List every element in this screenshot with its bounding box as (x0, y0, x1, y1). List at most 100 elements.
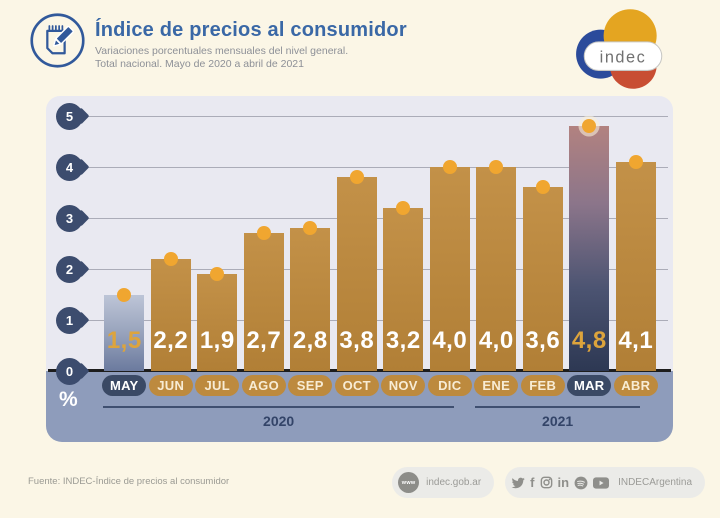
bar-dic (429, 160, 470, 371)
bar-value-mar: 4,8 (571, 327, 607, 354)
bar-value-abr: 4,1 (618, 327, 654, 354)
bar-column-sep: 2,8 (287, 96, 334, 371)
month-label-ago: AGO (241, 375, 286, 396)
bar-column-jun: 2,2 (148, 96, 195, 371)
year-line-2021 (475, 406, 640, 408)
bar-column-jul: 1,9 (194, 96, 241, 371)
bar-nov (383, 200, 424, 371)
bar-column-oct: 3,8 (334, 96, 381, 371)
bar-value-feb: 3,6 (525, 327, 561, 354)
bar-column-may: 1,5 (101, 96, 148, 371)
data-point-oct (349, 170, 364, 185)
month-label-may: MAY (102, 375, 147, 396)
data-point-jun (163, 251, 178, 266)
instagram-icon[interactable] (540, 476, 553, 489)
y-tick-2: 2 (56, 255, 83, 283)
notepad-pencil-icon (29, 12, 86, 69)
data-point-may (117, 287, 132, 302)
bar-ene (476, 160, 517, 371)
www-icon: www (398, 472, 420, 493)
data-point-feb (535, 180, 550, 195)
y-tick-1: 1 (56, 306, 83, 334)
bars-container: 1,5 2,2 1,9 2,7 2,8 3,8 3,2 4,0 4,0 3,6 4,8 4,1 (101, 96, 659, 371)
subtitle-line-1: Variaciones porcentuales mensuales del n… (95, 45, 349, 57)
bar-value-nov: 3,2 (385, 327, 421, 354)
month-labels-row: MAY JUN JUL AGO SEP OCT NOV DIC ENE FEB MAR ABR (101, 375, 659, 396)
year-groups: 2020 2021 (101, 402, 659, 440)
month-label-sep: SEP (288, 375, 333, 396)
bar-ago (243, 226, 284, 371)
bar-mar (569, 119, 610, 371)
bar-value-jul: 1,9 (199, 327, 235, 354)
bar-column-ago: 2,7 (241, 96, 288, 371)
facebook-icon[interactable]: f (530, 475, 535, 490)
bar-column-mar: 4,8 (566, 96, 613, 371)
data-point-ago (256, 226, 271, 241)
bar-column-nov: 3,2 (380, 96, 427, 371)
y-tick-0: 0 (56, 357, 83, 385)
linkedin-icon[interactable]: in (557, 475, 570, 490)
footer-links: www indec.gob.ar f in INDECArgentina (392, 467, 705, 498)
data-point-mar (582, 119, 597, 134)
year-label-2020: 2020 (263, 413, 295, 429)
social-icons: f in (511, 475, 610, 490)
source-note: Fuente: INDEC-Índice de precios al consu… (28, 476, 230, 487)
data-point-dic (442, 160, 457, 174)
year-line-2020 (103, 406, 454, 408)
month-label-dic: DIC (427, 375, 472, 396)
month-label-jul: JUL (195, 375, 240, 396)
bar-abr (615, 154, 656, 371)
chart-panel: 0 1 2 3 4 5 1,5 2,2 1,9 2,7 2,8 3,8 3,2 4,0 4,0 3,6 4,8… (46, 96, 673, 442)
gridline-5 (88, 116, 668, 117)
bar-value-may: 1,5 (106, 327, 142, 354)
bar-value-ene: 4,0 (478, 327, 514, 354)
social-pill: f in INDECArgentina (505, 467, 705, 498)
y-tick-4: 4 (56, 153, 83, 181)
bar-jul (197, 267, 238, 371)
bar-value-dic: 4,0 (432, 327, 468, 354)
gridline-2 (88, 269, 668, 270)
year-label-2021: 2021 (542, 413, 574, 429)
bar-feb (522, 180, 563, 371)
logo-text: indec (600, 48, 647, 66)
month-label-mar: MAR (567, 375, 612, 396)
bar-value-oct: 3,8 (339, 327, 375, 354)
bar-column-ene: 4,0 (473, 96, 520, 371)
bar-jun (150, 251, 191, 371)
website-url: indec.gob.ar (426, 477, 482, 488)
gridline-3 (88, 218, 668, 219)
month-label-abr: ABR (613, 375, 658, 396)
page-subtitle: Variaciones porcentuales mensuales del n… (95, 45, 515, 71)
bar-value-jun: 2,2 (153, 327, 189, 354)
bar-may (104, 287, 145, 371)
bar-value-ago: 2,7 (246, 327, 282, 354)
subtitle-line-2: Total nacional. Mayo de 2020 a abril de … (95, 58, 304, 70)
twitter-icon[interactable] (511, 476, 525, 490)
spotify-icon[interactable] (574, 476, 588, 490)
data-point-ene (489, 160, 504, 174)
bar-oct (336, 170, 377, 371)
data-point-jul (210, 267, 225, 282)
month-label-nov: NOV (381, 375, 426, 396)
month-label-feb: FEB (520, 375, 565, 396)
page-title: Índice de precios al consumidor (95, 19, 407, 41)
month-label-oct: OCT (334, 375, 379, 396)
youtube-icon[interactable] (593, 476, 610, 489)
website-pill[interactable]: www indec.gob.ar (392, 467, 495, 498)
data-point-sep (303, 221, 318, 236)
y-tick-5: 5 (56, 102, 83, 130)
bar-sep (290, 221, 331, 371)
data-point-abr (628, 154, 643, 169)
gridline-4 (88, 167, 668, 168)
bar-column-abr: 4,1 (613, 96, 660, 371)
month-label-ene: ENE (474, 375, 519, 396)
month-label-jun: JUN (148, 375, 193, 396)
gridline-1 (88, 320, 668, 321)
social-handle: INDECArgentina (618, 477, 692, 488)
data-point-nov (396, 200, 411, 215)
y-tick-3: 3 (56, 204, 83, 232)
bar-column-dic: 4,0 (427, 96, 474, 371)
y-axis-unit-label: % (59, 388, 78, 411)
indec-logo: indec (572, 5, 674, 91)
